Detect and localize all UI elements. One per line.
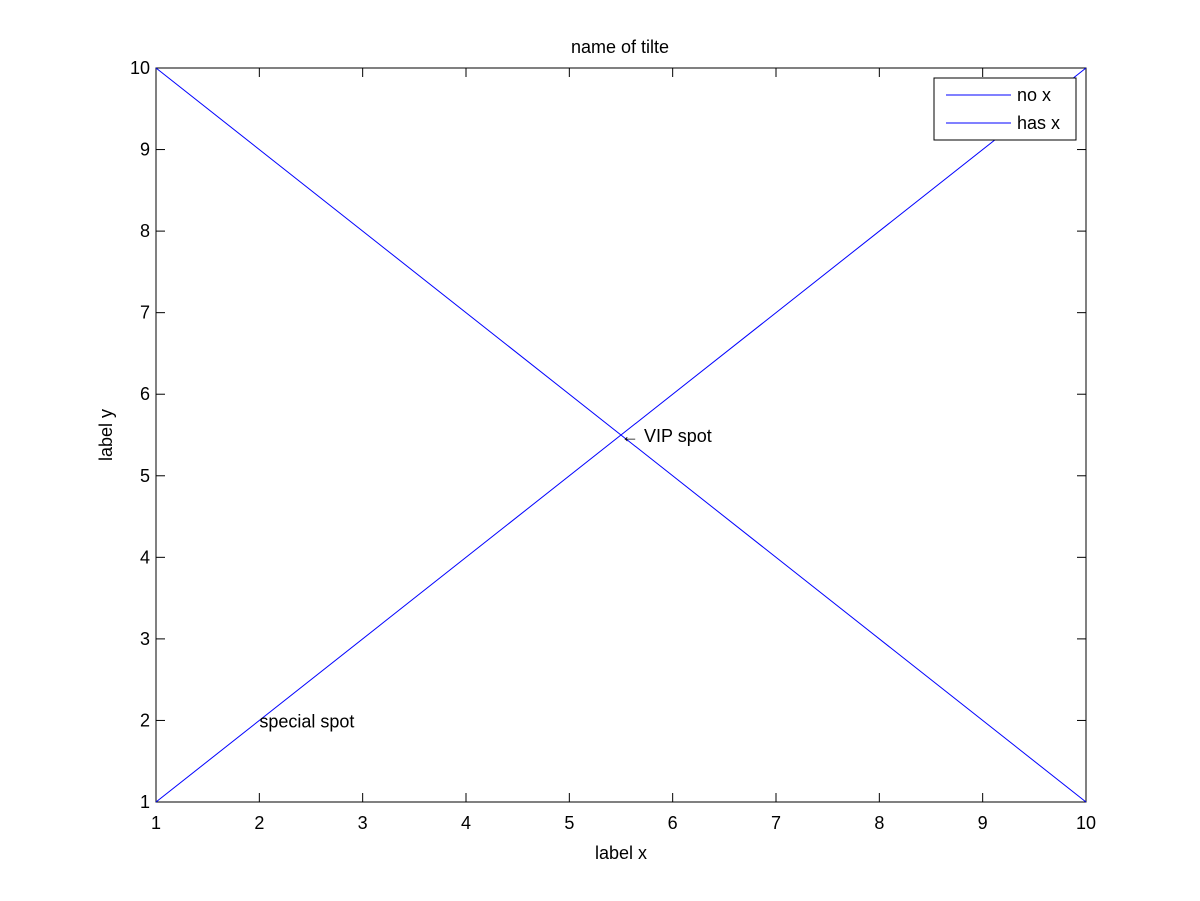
y-tick-label: 8 <box>140 221 150 241</box>
annotations: special spot ← VIP spot <box>259 426 711 731</box>
legend-box <box>933 77 1077 141</box>
legend-entry-label: has x <box>1017 113 1060 133</box>
y-axis-label: label y <box>96 409 116 461</box>
y-tick-label: 10 <box>130 58 150 78</box>
x-tick-label: 10 <box>1076 813 1096 833</box>
x-tick-label: 8 <box>874 813 884 833</box>
x-tick-label: 4 <box>461 813 471 833</box>
axis-ticks: 1 2 3 4 5 6 7 8 9 10 1 2 3 4 5 6 7 8 9 10 <box>130 58 1096 833</box>
x-tick-label: 7 <box>771 813 781 833</box>
y-tick-label: 4 <box>140 547 150 567</box>
series-line-2 <box>155 67 1087 803</box>
x-tick-label: 1 <box>151 813 161 833</box>
chart-title: name of tilte <box>571 37 669 57</box>
annotation-text: ← VIP spot <box>621 426 712 446</box>
x-tick-label: 6 <box>668 813 678 833</box>
x-tick-label: 3 <box>358 813 368 833</box>
y-tick-label: 5 <box>140 466 150 486</box>
x-tick-label: 2 <box>254 813 264 833</box>
y-tick-label: 9 <box>140 140 150 160</box>
y-tick-label: 3 <box>140 629 150 649</box>
x-tick-label: 5 <box>564 813 574 833</box>
legend-entry-label: no x <box>1017 85 1051 105</box>
x-tick-label: 9 <box>978 813 988 833</box>
y-tick-label: 1 <box>140 792 150 812</box>
legend: no x has x <box>933 77 1077 141</box>
y-tick-label: 6 <box>140 384 150 404</box>
y-tick-label: 2 <box>140 710 150 730</box>
x-axis-label: label x <box>595 843 647 863</box>
series-lines <box>155 67 1087 803</box>
y-tick-label: 7 <box>140 303 150 323</box>
annotation-text: special spot <box>259 711 354 731</box>
